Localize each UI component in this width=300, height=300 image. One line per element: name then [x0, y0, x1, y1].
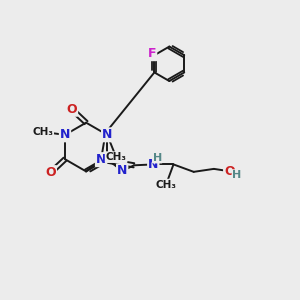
Text: N: N	[102, 128, 112, 141]
Text: H: H	[152, 153, 162, 163]
Text: H: H	[232, 170, 242, 180]
Text: N: N	[96, 153, 106, 166]
Text: CH₃: CH₃	[156, 180, 177, 190]
Text: N: N	[148, 158, 158, 171]
Text: O: O	[67, 103, 77, 116]
Text: O: O	[45, 166, 56, 179]
Text: O: O	[224, 165, 235, 178]
Text: N: N	[60, 128, 70, 141]
Text: F: F	[148, 47, 156, 60]
Text: CH₃: CH₃	[32, 127, 53, 137]
Text: N: N	[117, 164, 128, 178]
Text: CH₃: CH₃	[106, 152, 127, 162]
